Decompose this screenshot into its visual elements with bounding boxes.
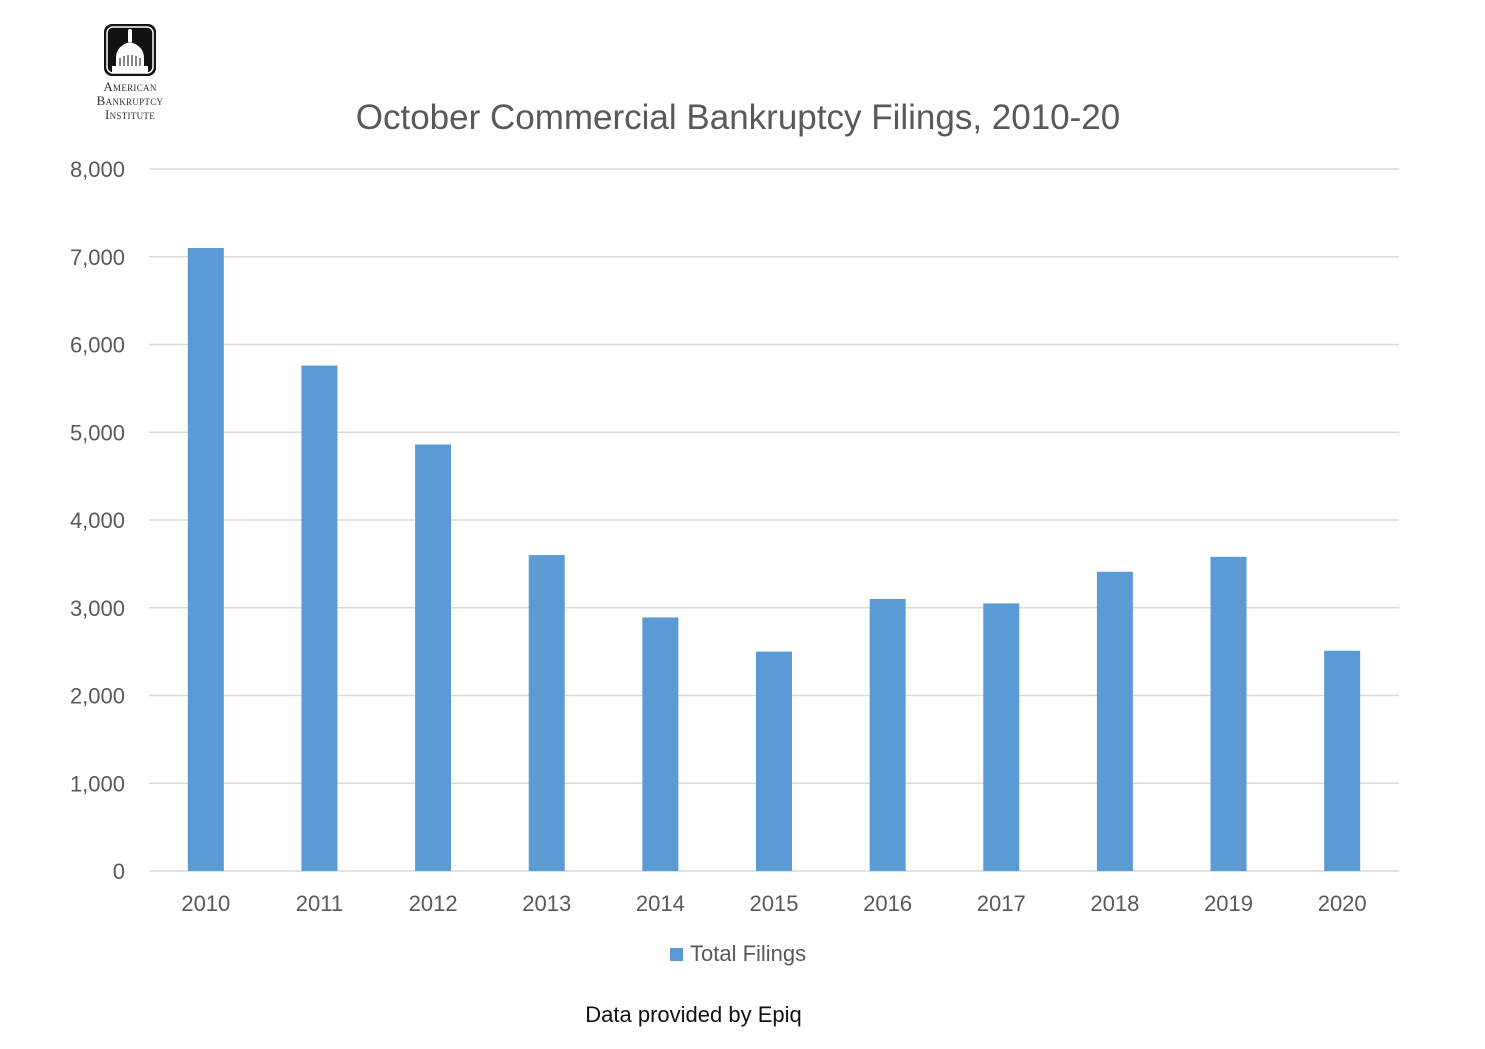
bar [528,555,565,871]
x-tick-label: 2012 [409,891,458,916]
y-tick-label: 3,000 [70,596,125,621]
x-tick-label: 2018 [1090,891,1139,916]
logo-text: American Bankruptcy Institute [78,80,182,122]
y-tick-label: 2,000 [70,684,125,709]
bars [187,247,1361,872]
y-axis-ticks: 0 1,000 2,000 3,000 4,000 5,000 6,000 7,000 8,00… [70,157,125,884]
logo-line-2: Bankruptcy [96,93,164,108]
x-tick-label: 2019 [1204,891,1253,916]
y-tick-label: 1,000 [70,771,125,796]
bar-chart: October Commercial Bankruptcy Filings, 2… [70,98,1399,966]
logo: American Bankruptcy Institute [78,22,182,122]
y-tick-label: 6,000 [70,333,125,358]
x-tick-label: 2010 [181,891,230,916]
x-tick-label: 2013 [522,891,571,916]
capitol-dome-icon [104,24,156,76]
logo-line-3: Institute [104,107,156,122]
bar [756,651,792,871]
y-tick-label: 0 [113,859,125,884]
x-axis-ticks: 2010 2011 2012 2013 2014 2015 2016 2017 2018 2019… [181,891,1366,916]
x-tick-label: 2011 [296,891,343,916]
bar [415,444,452,871]
bar [1324,650,1361,871]
x-tick-label: 2014 [636,891,685,916]
bar [1096,571,1133,871]
legend-swatch [670,948,683,961]
legend: Total Filings [670,941,806,966]
bar [187,247,224,872]
y-tick-label: 8,000 [70,157,125,182]
bar [1210,556,1247,871]
footer-note: Data provided by Epiq [585,1002,802,1027]
x-tick-label: 2016 [863,891,912,916]
y-tick-label: 5,000 [70,420,125,445]
chart-title: October Commercial Bankruptcy Filings, 2… [356,98,1120,137]
x-tick-label: 2015 [750,891,799,916]
x-tick-label: 2020 [1318,891,1367,916]
bar [642,617,679,871]
logo-line-1: American [103,79,157,94]
bar [869,598,906,871]
x-tick-label: 2017 [977,891,1026,916]
legend-label: Total Filings [690,941,806,966]
y-tick-label: 7,000 [70,245,125,270]
bar [301,365,338,871]
bar [983,603,1020,871]
y-tick-label: 4,000 [70,508,125,533]
